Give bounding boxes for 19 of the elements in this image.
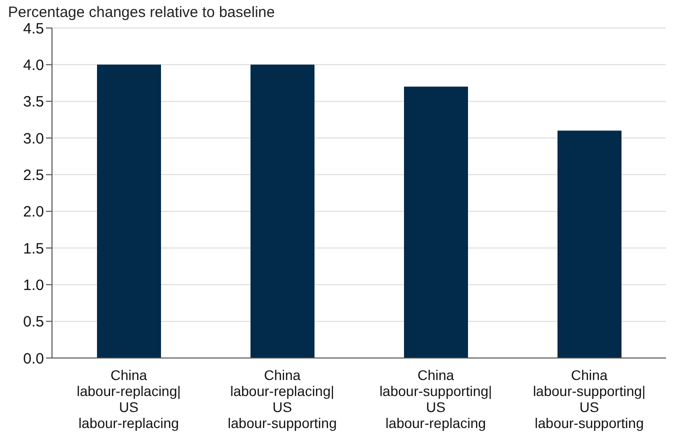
y-tick-label: 4.0 <box>23 56 44 74</box>
y-tick-label: 3.0 <box>23 130 44 148</box>
chart-title: Percentage changes relative to baseline <box>8 4 275 21</box>
y-tick-label: 0.5 <box>23 314 44 331</box>
y-tick-label: 4.5 <box>23 20 44 38</box>
bar <box>558 130 622 358</box>
y-tick-label: 2.5 <box>23 166 44 184</box>
y-tick-label: 3.5 <box>23 94 44 111</box>
bar <box>250 64 314 358</box>
y-tick-label: 2.0 <box>23 204 44 221</box>
y-tick-label: 1.0 <box>23 276 44 294</box>
x-tick-label: China labour-supporting| US labour-supporting <box>532 367 646 431</box>
x-tick-label: China labour-supporting| US labour-replacing <box>379 367 492 431</box>
y-tick-label: 1.5 <box>23 240 44 258</box>
x-tick-label: China labour-replacing| US labour-supporting <box>228 367 337 431</box>
x-tick-label: China labour-replacing| US labour-replacing <box>76 367 181 431</box>
bar <box>97 64 161 358</box>
y-tick-label: 0.0 <box>23 350 44 368</box>
bar <box>404 86 468 358</box>
